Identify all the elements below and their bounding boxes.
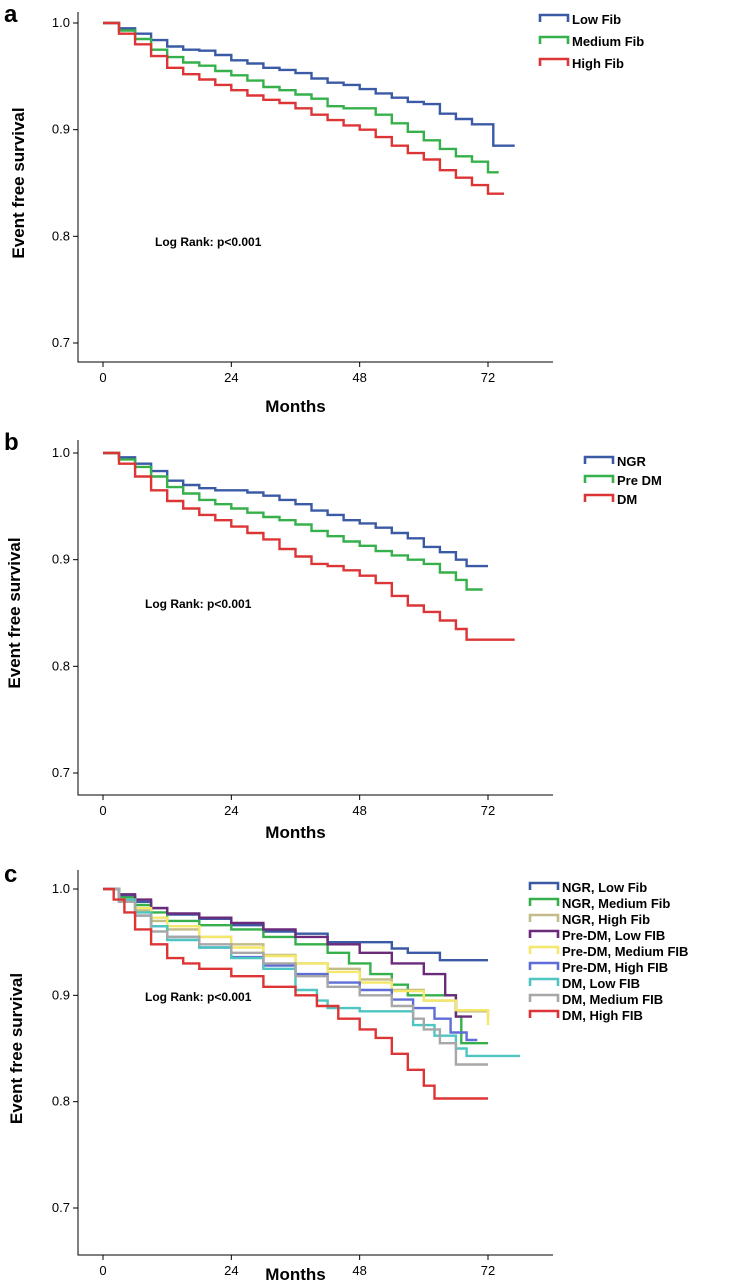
axis-frame <box>77 870 553 1256</box>
legend-label: DM, Low FIB <box>562 976 640 991</box>
panel-letter: c <box>4 861 17 888</box>
y-tick-label: 1.0 <box>52 15 70 30</box>
panel-letter: b <box>4 429 19 456</box>
panel-b: b 0.7 0.8 0.9 1.0 0 24 48 72 Months Event free sur… <box>4 429 662 842</box>
x-tick-label: 24 <box>224 370 238 385</box>
legend-swatch <box>538 13 570 22</box>
y-axis-label: Event free survival <box>7 973 26 1124</box>
legend-swatch <box>528 993 560 1002</box>
x-tick-label: 0 <box>99 803 106 818</box>
y-tick-label: 0.9 <box>52 552 70 567</box>
x-tick-label: 0 <box>99 370 106 385</box>
legend-label: NGR, Medium Fib <box>562 896 670 911</box>
x-tick-label: 72 <box>481 1263 495 1278</box>
legend-label: DM, Medium FIB <box>562 992 663 1007</box>
legend-label: Pre DM <box>617 473 662 488</box>
legend-label: Medium Fib <box>572 34 644 49</box>
x-tick-label: 48 <box>352 803 366 818</box>
legend-swatch <box>528 897 560 906</box>
y-tick-label: 0.8 <box>52 658 70 673</box>
legend-swatch <box>528 929 560 938</box>
x-tick-label: 24 <box>224 803 238 818</box>
legend-label: DM <box>617 492 637 507</box>
y-tick-label: 0.8 <box>52 228 70 243</box>
panel-c: c 0.7 0.8 0.9 1.0 0 24 48 72 Months Event free sur… <box>4 861 688 1284</box>
log-rank-annotation: Log Rank: p<0.001 <box>145 990 252 1004</box>
series-line <box>103 887 490 1026</box>
legend-label: NGR <box>617 454 647 469</box>
y-tick-label: 1.0 <box>52 881 70 896</box>
x-tick-label: 24 <box>224 1263 238 1278</box>
series-line <box>103 887 521 1058</box>
legend-swatch <box>528 961 560 970</box>
legend-swatch <box>538 35 570 44</box>
x-axis-label: Months <box>265 1265 325 1284</box>
series-line <box>103 887 472 1018</box>
legend-swatch <box>538 57 570 66</box>
panel-a: a 0.7 0.8 0.9 1.0 0 24 48 72 Months Event free sur… <box>4 1 644 416</box>
axis-frame <box>77 12 553 363</box>
legend-swatch <box>528 1009 560 1018</box>
legend-label: High Fib <box>572 56 624 71</box>
legend-swatch <box>528 945 560 954</box>
x-axis-label: Months <box>265 823 325 842</box>
series-line <box>103 21 515 147</box>
legend-swatch <box>528 881 560 890</box>
legend-label: DM, High FIB <box>562 1008 643 1023</box>
log-rank-annotation: Log Rank: p<0.001 <box>155 235 262 249</box>
series-line <box>103 451 483 591</box>
legend-swatch <box>583 493 615 502</box>
x-tick-label: 48 <box>352 1263 366 1278</box>
y-tick-label: 0.8 <box>52 1094 70 1109</box>
panel-letter: a <box>4 1 18 28</box>
x-tick-label: 72 <box>481 370 495 385</box>
x-tick-label: 48 <box>352 370 366 385</box>
legend-swatch <box>528 913 560 922</box>
y-tick-label: 0.9 <box>52 987 70 1002</box>
legend-swatch <box>583 474 615 483</box>
legend-label: Pre-DM, Medium FIB <box>562 944 688 959</box>
legend-label: Low Fib <box>572 12 621 27</box>
series-line <box>103 887 488 1100</box>
series-line <box>103 21 499 174</box>
x-tick-label: 72 <box>481 803 495 818</box>
y-tick-label: 0.7 <box>52 765 70 780</box>
y-axis-label: Event free survival <box>9 107 28 258</box>
x-axis-label: Months <box>265 397 325 416</box>
y-tick-label: 0.9 <box>52 122 70 137</box>
legend-label: NGR, Low Fib <box>562 880 647 895</box>
legend-swatch <box>583 455 615 464</box>
y-tick-label: 0.7 <box>52 335 70 350</box>
legend-label: Pre-DM, Low FIB <box>562 928 665 943</box>
legend-swatch <box>528 977 560 986</box>
axis-frame <box>77 440 553 796</box>
series-line <box>103 887 488 962</box>
series-line <box>103 21 504 195</box>
legend-label: NGR, High Fib <box>562 912 650 927</box>
x-tick-label: 0 <box>99 1263 106 1278</box>
log-rank-annotation: Log Rank: p<0.001 <box>145 597 252 611</box>
y-tick-label: 1.0 <box>52 445 70 460</box>
legend-label: Pre-DM, High FIB <box>562 960 668 975</box>
series-line <box>103 451 515 641</box>
y-axis-label: Event free survival <box>5 537 24 688</box>
y-tick-label: 0.7 <box>52 1200 70 1215</box>
series-line <box>103 887 488 1066</box>
